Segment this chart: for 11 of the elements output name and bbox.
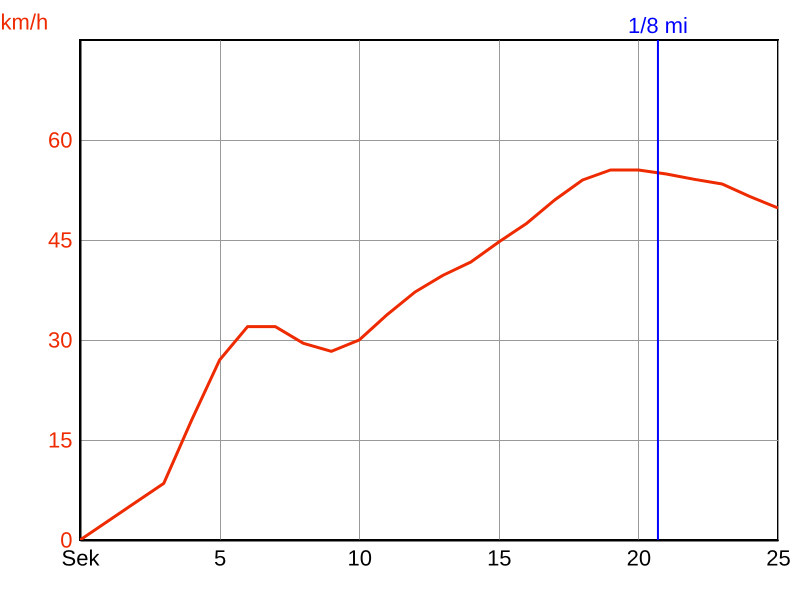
x-tick-label: 25 xyxy=(766,546,791,570)
y-tick-label: 45 xyxy=(48,228,72,252)
y-axis-title: km/h xyxy=(0,10,48,34)
x-tick-label: 20 xyxy=(626,546,652,570)
y-tick-label: 15 xyxy=(48,428,72,452)
x-tick-label: 10 xyxy=(347,546,372,570)
ref-line-label: 1/8 mi xyxy=(628,13,688,38)
y-tick-label: 60 xyxy=(48,128,72,152)
x-tick-label: 15 xyxy=(487,546,512,570)
x-tick-label: 5 xyxy=(214,546,226,570)
y-tick-label: 30 xyxy=(48,328,72,352)
